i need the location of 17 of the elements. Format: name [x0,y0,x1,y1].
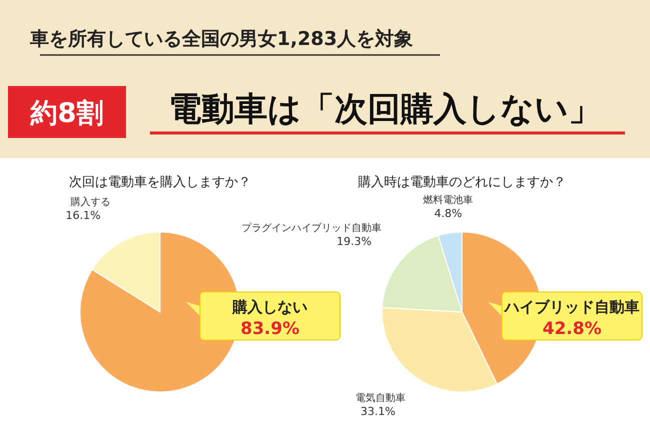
slice-label: 燃料電池車 [423,194,474,206]
chart-title: 次回は電動車を購入しますか？ [69,175,251,190]
data-label: 4.8% [434,207,462,220]
text: 電動車は「次回購入しない」 [168,89,602,128]
slice-label: 購入しない [232,298,308,316]
data-label: 42.8% [542,319,602,339]
data-label: 33.1% [360,404,396,418]
slice-label: 電気自動車 [355,392,406,404]
slice-label: 購入する [70,196,111,208]
text: 車を所有している全国の男女1,283人を対象 [29,28,414,50]
slice-label: プラグインハイブリッド自動車 [242,222,382,234]
data-label: 16.1% [66,208,101,222]
text: 約8割 [30,98,104,129]
data-label: 83.9% [240,319,300,339]
slice-label: ハイブリッド自動車 [504,298,640,316]
chart-title: 購入時は電動車のどれにしますか？ [358,175,566,190]
data-label: 19.3% [336,235,372,248]
